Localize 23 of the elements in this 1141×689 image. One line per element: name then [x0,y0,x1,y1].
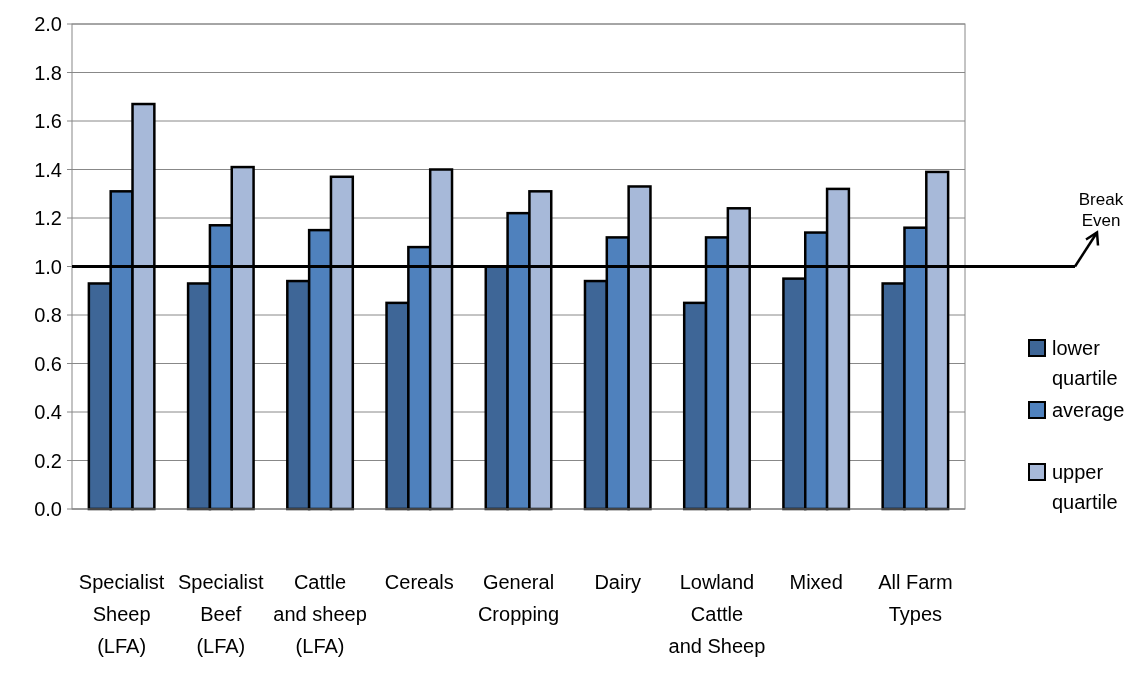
legend-label: upper quartile [1052,461,1118,513]
y-tick-label: 1.8 [34,61,62,84]
x-tick-label: General Cropping [477,571,560,625]
y-tick-label: 1.2 [34,207,62,229]
y-tick-label: 2.0 [34,13,62,35]
x-tick-label: Lowland Cattle and Sheep [668,571,766,657]
y-tick-label: 0.8 [34,304,62,326]
x-tick-label: Mixed [789,571,843,593]
x-tick-label: Specialist Sheep (LFA) [78,571,165,657]
y-tick-label: 1.4 [34,158,62,181]
x-tick-label: Specialist Beef (LFA) [178,571,265,657]
x-tick-label: All Farm Types [878,571,953,625]
x-tick-label: Dairy [594,571,642,593]
y-tick-label: 0.4 [34,401,62,423]
y-tick-label: 0.6 [34,352,62,375]
y-tick-label: 1.6 [34,110,62,132]
y-tick-label: 1.0 [34,255,62,278]
ref-line-label: Break Even [1078,189,1124,230]
x-tick-label: Cereals [384,571,454,593]
x-tick-label: Cattle and sheep (LFA) [273,571,367,657]
y-tick-label: 0.0 [34,498,62,520]
y-tick-label: 0.2 [34,449,62,472]
legend-label: average [1052,399,1125,421]
